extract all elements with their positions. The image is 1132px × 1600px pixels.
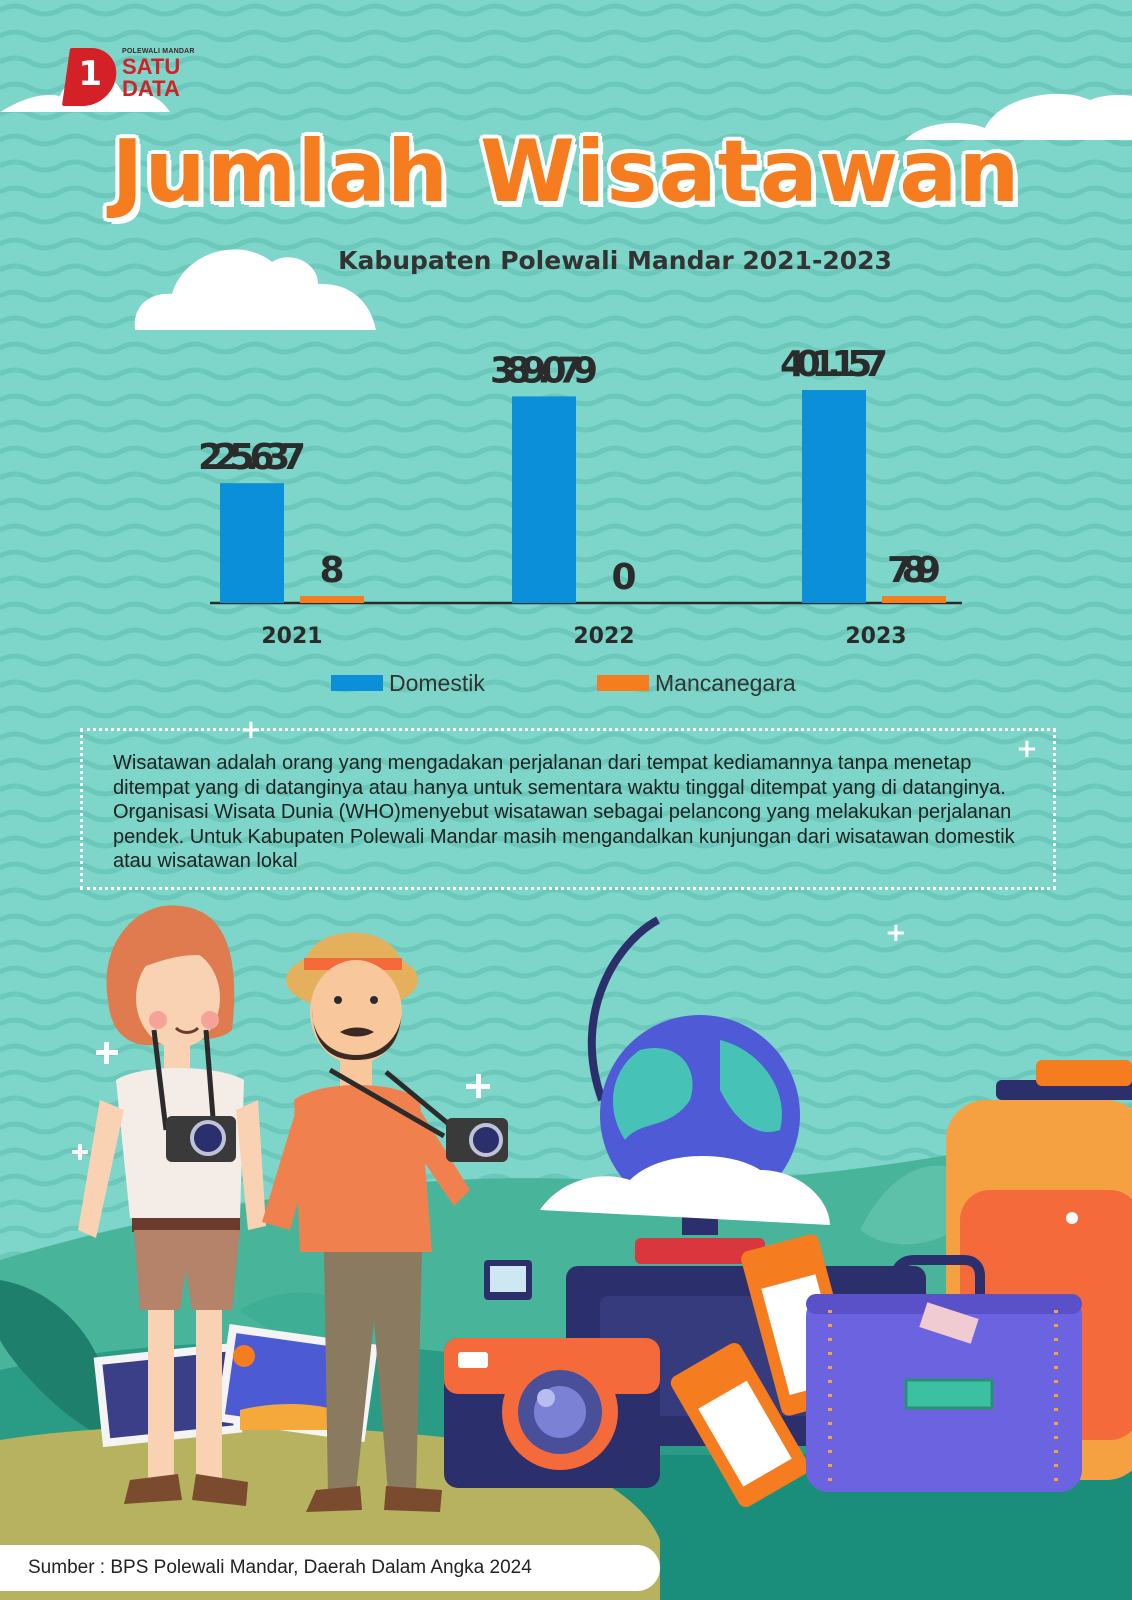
data-label-mancanegara-2022: 0 bbox=[611, 557, 636, 598]
x-tick-label-2023: 2023 bbox=[845, 624, 906, 649]
sparkle-icon: + bbox=[1016, 734, 1038, 764]
bar-domestik-2023 bbox=[802, 390, 866, 603]
page-title: Jumlah Wisatawan bbox=[111, 122, 1021, 222]
data-label-mancanegara-2021: 8 bbox=[319, 550, 344, 591]
legend-swatch-domestik bbox=[331, 675, 383, 691]
source-text: Sumber : BPS Polewali Mandar, Daerah Dal… bbox=[28, 1557, 532, 1578]
man-tourist-illustration bbox=[262, 932, 508, 1512]
page-subtitle: Kabupaten Polewali Mandar 2021-2023 bbox=[338, 246, 892, 275]
sparkle-icon: + bbox=[240, 715, 262, 745]
data-label-domestik-2021: 225.637 bbox=[198, 437, 306, 478]
legend-label-mancanegara: Mancanegara bbox=[655, 669, 796, 696]
description-text: Wisatawan adalah orang yang mengadakan p… bbox=[113, 752, 1015, 872]
source-footer: Sumber : BPS Polewali Mandar, Daerah Dal… bbox=[0, 1545, 660, 1591]
travel-illustration bbox=[0, 905, 1132, 1600]
data-label-mancanegara-2023: 789 bbox=[887, 550, 941, 591]
logo-region-text: POLEWALI MANDAR bbox=[122, 48, 195, 55]
logo-mark: 1 bbox=[61, 48, 121, 106]
description-box: Wisatawan adalah orang yang mengadakan p… bbox=[80, 728, 1056, 890]
logo-line-2: DATA bbox=[122, 76, 180, 101]
globe-icon bbox=[540, 916, 830, 1264]
x-tick-label-2021: 2021 bbox=[261, 624, 322, 649]
woman-tourist-illustration bbox=[78, 905, 266, 1506]
tourist-bar-chart: 225.637 8 2021 389.079 0 2022 401.157 789 2023 bbox=[198, 344, 962, 649]
legend-label-domestik: Domestik bbox=[389, 669, 485, 696]
sparkle-icon: + bbox=[885, 918, 907, 948]
bar-mancanegara-2021 bbox=[300, 596, 364, 603]
legend-swatch-mancanegara bbox=[597, 675, 649, 691]
data-label-domestik-2023: 401.157 bbox=[780, 344, 888, 385]
legend-item-mancanegara: Mancanegara bbox=[597, 668, 796, 698]
logo-line-1: SATU bbox=[122, 54, 181, 79]
bar-domestik-2022 bbox=[512, 396, 576, 603]
x-tick-label-2022: 2022 bbox=[573, 624, 634, 649]
purple-suitcase-icon bbox=[806, 1255, 1082, 1492]
sparkle-icon bbox=[72, 1042, 490, 1160]
cloud-mid-left bbox=[134, 249, 376, 330]
camera-icon bbox=[444, 1260, 660, 1488]
data-label-domestik-2022: 389.079 bbox=[490, 350, 598, 391]
bar-domestik-2021 bbox=[220, 483, 284, 603]
bar-mancanegara-2023 bbox=[882, 596, 946, 603]
decorative-clouds bbox=[0, 74, 1132, 330]
legend-item-domestik: Domestik bbox=[331, 668, 485, 698]
plant-leaf-icon bbox=[0, 1280, 112, 1440]
cloud-top-right bbox=[905, 93, 1132, 140]
satu-data-logo: 1 POLEWALI MANDAR SATU DATA bbox=[61, 48, 206, 108]
